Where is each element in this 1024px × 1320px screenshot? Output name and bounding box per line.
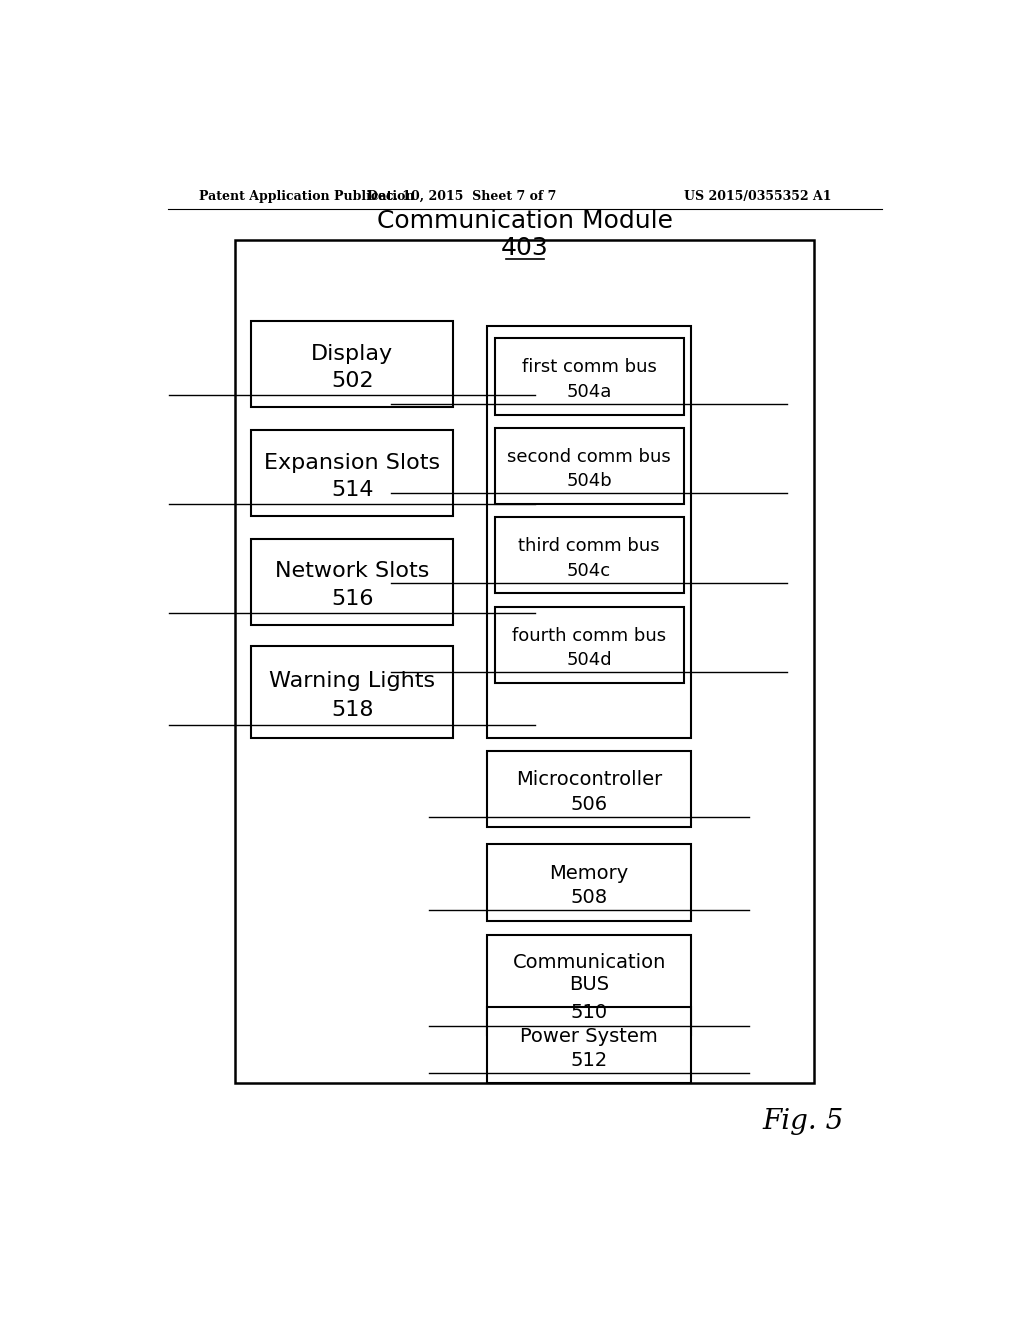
Text: 504d: 504d	[566, 651, 612, 669]
Text: third comm bus: third comm bus	[518, 537, 659, 556]
Text: 512: 512	[570, 1051, 607, 1071]
Bar	[486, 326, 691, 738]
Bar	[495, 338, 684, 414]
Text: 510: 510	[570, 1003, 607, 1022]
Text: 516: 516	[331, 589, 374, 609]
Text: first comm bus: first comm bus	[521, 358, 656, 376]
Bar	[486, 1007, 691, 1084]
Text: 508: 508	[570, 888, 607, 907]
Text: Fig. 5: Fig. 5	[763, 1109, 844, 1135]
Bar	[486, 751, 691, 828]
Text: Microcontroller: Microcontroller	[516, 771, 663, 789]
Text: Communication Module: Communication Module	[377, 210, 673, 234]
Bar	[486, 845, 691, 921]
Text: 502: 502	[331, 371, 374, 392]
Text: Dec. 10, 2015  Sheet 7 of 7: Dec. 10, 2015 Sheet 7 of 7	[367, 190, 556, 202]
Text: Power System: Power System	[520, 1027, 658, 1045]
Text: 518: 518	[331, 701, 374, 721]
Bar	[236, 240, 814, 1084]
Text: 504c: 504c	[567, 561, 611, 579]
Text: Memory: Memory	[550, 863, 629, 883]
Text: 504b: 504b	[566, 473, 612, 490]
Bar	[251, 321, 454, 408]
Text: 514: 514	[331, 480, 374, 500]
Text: Patent Application Publication: Patent Application Publication	[200, 190, 415, 202]
Text: Display: Display	[311, 343, 393, 364]
Text: Network Slots: Network Slots	[275, 561, 429, 581]
Text: BUS: BUS	[569, 975, 609, 994]
Bar	[251, 647, 454, 738]
Text: Warning Lights: Warning Lights	[269, 671, 435, 692]
Bar	[495, 517, 684, 594]
Text: 506: 506	[570, 795, 607, 814]
Text: fourth comm bus: fourth comm bus	[512, 627, 667, 644]
Text: Expansion Slots: Expansion Slots	[264, 453, 440, 473]
Bar	[251, 539, 454, 624]
Bar	[495, 428, 684, 504]
Text: Communication: Communication	[512, 953, 666, 973]
Text: second comm bus: second comm bus	[507, 447, 671, 466]
Text: US 2015/0355352 A1: US 2015/0355352 A1	[684, 190, 831, 202]
Bar	[251, 430, 454, 516]
Bar	[495, 607, 684, 682]
Text: 504a: 504a	[566, 383, 611, 401]
Text: 403: 403	[501, 236, 549, 260]
Bar	[486, 935, 691, 1035]
